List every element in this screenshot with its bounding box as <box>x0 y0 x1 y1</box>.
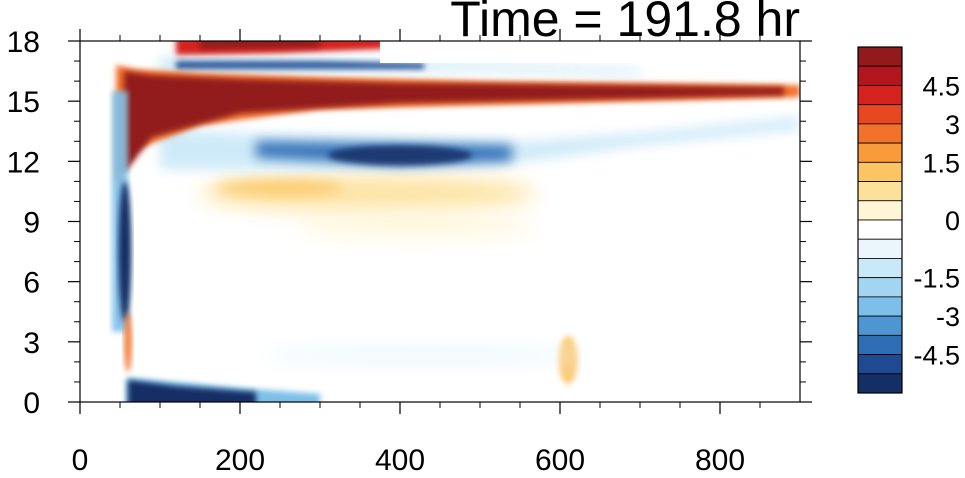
colorbar-box <box>857 46 903 67</box>
y-axis: 0 3 6 9 12 15 18 <box>7 26 812 420</box>
colorbar-label: -1.5 <box>913 264 960 294</box>
y-tick-label: 12 <box>7 146 40 179</box>
x-tick-label: 400 <box>375 444 425 473</box>
colorbar-box <box>857 65 903 86</box>
x-tick-label: 200 <box>215 444 265 473</box>
y-tick-label: 6 <box>23 267 40 300</box>
title-background <box>380 41 800 63</box>
y-tick-label: 15 <box>7 86 40 119</box>
feature-blue-low-patch <box>264 345 584 366</box>
colorbar-label: 4.5 <box>922 71 960 101</box>
y-tick-label: 9 <box>23 207 40 240</box>
feature-upper-red-band <box>200 41 320 50</box>
x-tick-label: 0 <box>72 444 89 473</box>
feature-vertical-red-strip <box>124 311 132 372</box>
feature-blue-band-above-jet <box>176 61 424 70</box>
x-tick-label: 800 <box>695 444 745 473</box>
feature-blue-band-below-jet <box>328 145 472 166</box>
colorbar-box <box>857 258 903 279</box>
colorbar <box>857 46 903 394</box>
y-tick-label: 18 <box>7 26 40 59</box>
colorbar-box <box>857 238 903 259</box>
heatmap-layer <box>112 41 800 402</box>
feature-orange-mid-patch <box>296 211 536 240</box>
colorbar-box <box>857 315 903 336</box>
colorbar-box <box>857 200 903 221</box>
colorbar-box <box>857 85 903 106</box>
colorbar-box <box>857 354 903 375</box>
colorbar-box <box>857 296 903 317</box>
colorbar-label: -3 <box>936 302 960 332</box>
colorbar-box <box>857 142 903 163</box>
colorbar-box <box>857 219 903 240</box>
colorbar-box <box>857 123 903 144</box>
x-tick-label: 600 <box>535 444 585 473</box>
colorbar-label: 1.5 <box>922 148 960 178</box>
x-axis: 0 200 400 600 800 <box>72 29 761 477</box>
y-tick-label: 3 <box>23 327 40 360</box>
colorbar-label: 3 <box>945 110 960 140</box>
y-tick-label: 0 <box>23 387 40 420</box>
feature-vertical-blue-strip <box>118 181 132 322</box>
feature-surface-blue-band <box>128 379 256 402</box>
colorbar-box <box>857 277 903 298</box>
colorbar-label: -4.5 <box>913 341 960 371</box>
colorbar-box <box>857 181 903 202</box>
colorbar-box <box>857 373 903 394</box>
colorbar-label: 0 <box>945 206 960 236</box>
colorbar-labels: 4.5 3 1.5 0 -1.5 -3 -4.5 <box>913 71 960 370</box>
colorbar-frame <box>857 46 903 394</box>
feature-upper-red-jet <box>124 71 784 174</box>
colorbar-box <box>857 161 903 182</box>
colorbar-box <box>857 104 903 125</box>
feature-orange-mid-patch <box>216 179 344 196</box>
colorbar-box <box>857 334 903 355</box>
chart-title: Time = 191.8 hr <box>450 0 800 47</box>
